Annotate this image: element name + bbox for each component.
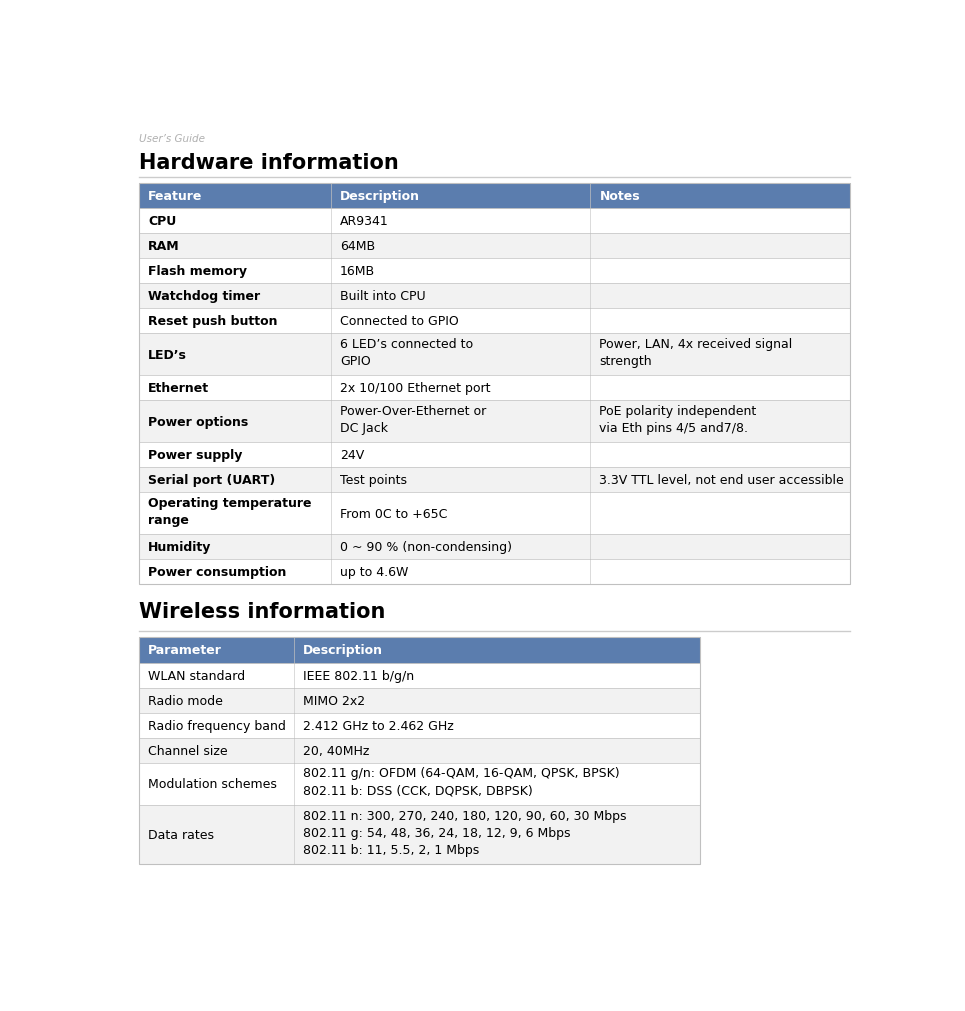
Text: Power consumption: Power consumption <box>149 565 287 578</box>
Text: Modulation schemes: Modulation schemes <box>149 777 277 791</box>
Bar <box>139 184 850 209</box>
Text: Power-Over-Ethernet or
DC Jack: Power-Over-Ethernet or DC Jack <box>340 404 486 435</box>
Bar <box>139 535 850 560</box>
Text: PoE polarity independent
via Eth pins 4/5 and7/8.: PoE polarity independent via Eth pins 4/… <box>599 404 757 435</box>
Text: Feature: Feature <box>149 190 203 203</box>
Text: Radio mode: Radio mode <box>149 694 223 707</box>
Bar <box>139 443 850 468</box>
Text: LED’s: LED’s <box>149 349 187 361</box>
Text: Humidity: Humidity <box>149 541 211 554</box>
Text: IEEE 802.11 b/g/n: IEEE 802.11 b/g/n <box>303 669 414 682</box>
Bar <box>139 184 850 584</box>
Bar <box>139 468 850 492</box>
Text: WLAN standard: WLAN standard <box>149 669 245 682</box>
Bar <box>139 762 701 805</box>
Bar <box>139 688 701 713</box>
Text: 24V: 24V <box>340 449 365 462</box>
Bar <box>139 284 850 309</box>
Bar <box>139 805 701 864</box>
Text: Parameter: Parameter <box>149 644 222 657</box>
Text: Reset push button: Reset push button <box>149 314 278 328</box>
Bar <box>139 713 701 738</box>
Text: 2x 10/100 Ethernet port: 2x 10/100 Ethernet port <box>340 382 490 395</box>
Bar <box>139 376 850 400</box>
Bar <box>139 235 850 259</box>
Bar <box>139 400 850 443</box>
Text: Power supply: Power supply <box>149 449 242 462</box>
Text: Ethernet: Ethernet <box>149 382 209 395</box>
Text: 0 ~ 90 % (non-condensing): 0 ~ 90 % (non-condensing) <box>340 541 512 554</box>
Text: Data rates: Data rates <box>149 828 214 841</box>
Bar <box>139 209 850 235</box>
Text: Power options: Power options <box>149 416 249 429</box>
Text: MIMO 2x2: MIMO 2x2 <box>303 694 365 707</box>
Text: Connected to GPIO: Connected to GPIO <box>340 314 459 328</box>
Bar <box>139 560 850 584</box>
Text: Description: Description <box>340 190 420 203</box>
Text: Wireless information: Wireless information <box>139 602 386 622</box>
Text: Notes: Notes <box>599 190 640 203</box>
Text: User’s Guide: User’s Guide <box>139 133 206 144</box>
Text: 64MB: 64MB <box>340 241 375 253</box>
Bar <box>139 309 850 334</box>
Text: Hardware information: Hardware information <box>139 153 400 173</box>
Text: 16MB: 16MB <box>340 265 375 278</box>
Text: 2.412 GHz to 2.462 GHz: 2.412 GHz to 2.462 GHz <box>303 719 454 732</box>
Bar <box>139 334 850 376</box>
Text: Watchdog timer: Watchdog timer <box>149 290 261 303</box>
Text: Radio frequency band: Radio frequency band <box>149 719 287 732</box>
Text: Description: Description <box>303 644 382 657</box>
Text: Power, LAN, 4x received signal
strength: Power, LAN, 4x received signal strength <box>599 338 792 368</box>
Text: 6 LED’s connected to
GPIO: 6 LED’s connected to GPIO <box>340 338 473 368</box>
Text: Serial port (UART): Serial port (UART) <box>149 474 276 486</box>
Text: Built into CPU: Built into CPU <box>340 290 426 303</box>
Text: 802.11 n: 300, 270, 240, 180, 120, 90, 60, 30 Mbps
802.11 g: 54, 48, 36, 24, 18,: 802.11 n: 300, 270, 240, 180, 120, 90, 6… <box>303 809 626 855</box>
Text: 802.11 g/n: OFDM (64-QAM, 16-QAM, QPSK, BPSK)
802.11 b: DSS (CCK, DQPSK, DBPSK): 802.11 g/n: OFDM (64-QAM, 16-QAM, QPSK, … <box>303 766 620 797</box>
Bar <box>139 638 701 864</box>
Text: Test points: Test points <box>340 474 407 486</box>
Text: 20, 40MHz: 20, 40MHz <box>303 744 369 757</box>
Text: Channel size: Channel size <box>149 744 228 757</box>
Bar <box>139 663 701 688</box>
Bar <box>139 738 701 762</box>
Text: up to 4.6W: up to 4.6W <box>340 565 408 578</box>
Text: Flash memory: Flash memory <box>149 265 247 278</box>
Bar <box>139 259 850 284</box>
Text: RAM: RAM <box>149 241 179 253</box>
Bar <box>139 492 850 535</box>
Text: CPU: CPU <box>149 215 177 228</box>
Bar <box>139 638 701 663</box>
Text: AR9341: AR9341 <box>340 215 389 228</box>
Text: From 0C to +65C: From 0C to +65C <box>340 508 448 521</box>
Text: Operating temperature
range: Operating temperature range <box>149 496 312 527</box>
Text: 3.3V TTL level, not end user accessible: 3.3V TTL level, not end user accessible <box>599 474 844 486</box>
